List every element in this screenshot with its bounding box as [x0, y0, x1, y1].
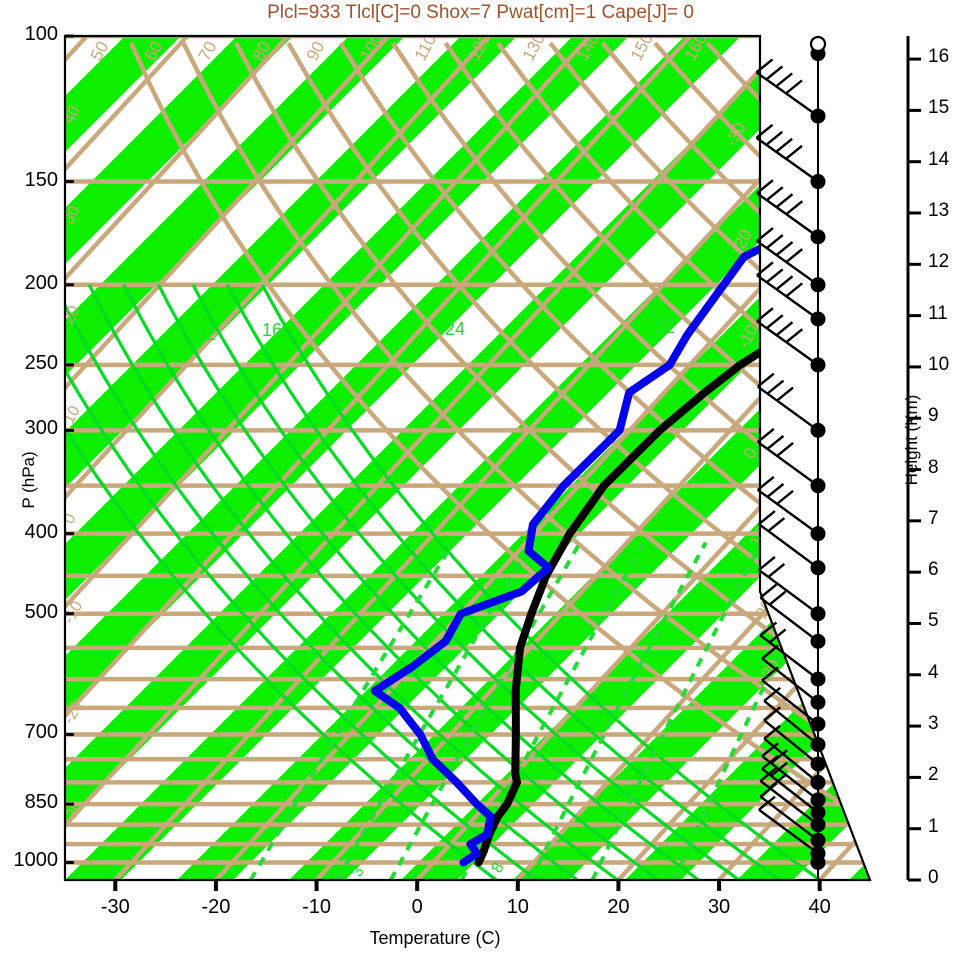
temperature-tick-label: 20	[607, 896, 630, 918]
height-tick-label: 2	[928, 764, 939, 786]
height-tick-label: 14	[928, 148, 950, 170]
svg-text:16: 16	[262, 320, 282, 340]
temperature-tick-label: -20	[201, 896, 231, 918]
wind-barb-column	[755, 35, 827, 880]
height-tick-label: 0	[928, 867, 939, 888]
pressure-tick-label: 1000	[13, 849, 59, 872]
pressure-tick-label: 150	[24, 168, 58, 191]
pressure-tick-label: 700	[24, 721, 58, 744]
height-tick-label: 12	[928, 251, 950, 273]
height-tick-label: 9	[928, 405, 939, 427]
height-tick-label: 1	[928, 815, 939, 837]
height-tick-label: 5	[928, 610, 939, 632]
svg-text:24: 24	[445, 319, 465, 339]
temperature-axis-label: Temperature (C)	[369, 928, 501, 948]
height-tick-label: 11	[928, 302, 948, 324]
height-tick-label: 10	[928, 353, 950, 375]
mixing-ratio-lines	[248, 541, 837, 880]
sounding-profiles	[370, 82, 870, 867]
pressure-tick-label: 850	[24, 791, 58, 814]
height-tick-label: 13	[928, 200, 950, 221]
pressure-tick-label: 200	[24, 271, 58, 294]
pressure-tick-label: 300	[24, 417, 58, 440]
height-tick-label: 15	[928, 97, 950, 119]
temperature-tick-label: -30	[100, 896, 130, 918]
svg-text:12: 12	[196, 324, 216, 344]
pressure-tick-label: 250	[24, 351, 58, 374]
pressure-tick-label: 100	[24, 23, 58, 45]
height-tick-label: 4	[928, 661, 939, 683]
height-tick-label: 8	[928, 456, 939, 478]
page-title: Plcl=933 Tlcl[C]=0 Shox=7 Pwat[cm]=1 Cap…	[267, 2, 694, 23]
height-tick-label: 6	[928, 559, 939, 581]
height-tick-label: 3	[928, 713, 939, 735]
pressure-tick-label: 500	[24, 600, 58, 623]
svg-text:32: 32	[655, 317, 675, 337]
plot-frame	[63, 34, 872, 882]
temperature-tick-label: 40	[808, 896, 831, 918]
temperature-tick-label: 0	[411, 896, 423, 918]
height-tick-label: 16	[928, 46, 950, 68]
pressure-tick-label: 400	[24, 520, 58, 543]
height-tick-label: 7	[928, 507, 939, 529]
height-axis	[906, 36, 921, 882]
pressure-axis-label: P (hPa)	[19, 451, 38, 509]
axis-ticks	[65, 34, 822, 891]
height-axis-label: Height (Km)	[902, 394, 921, 486]
temperature-tick-label: -10	[302, 896, 332, 918]
moist-adiabats	[65, 284, 821, 880]
temperature-tick-label: 30	[707, 896, 731, 918]
temperature-tick-label: 10	[506, 896, 529, 918]
